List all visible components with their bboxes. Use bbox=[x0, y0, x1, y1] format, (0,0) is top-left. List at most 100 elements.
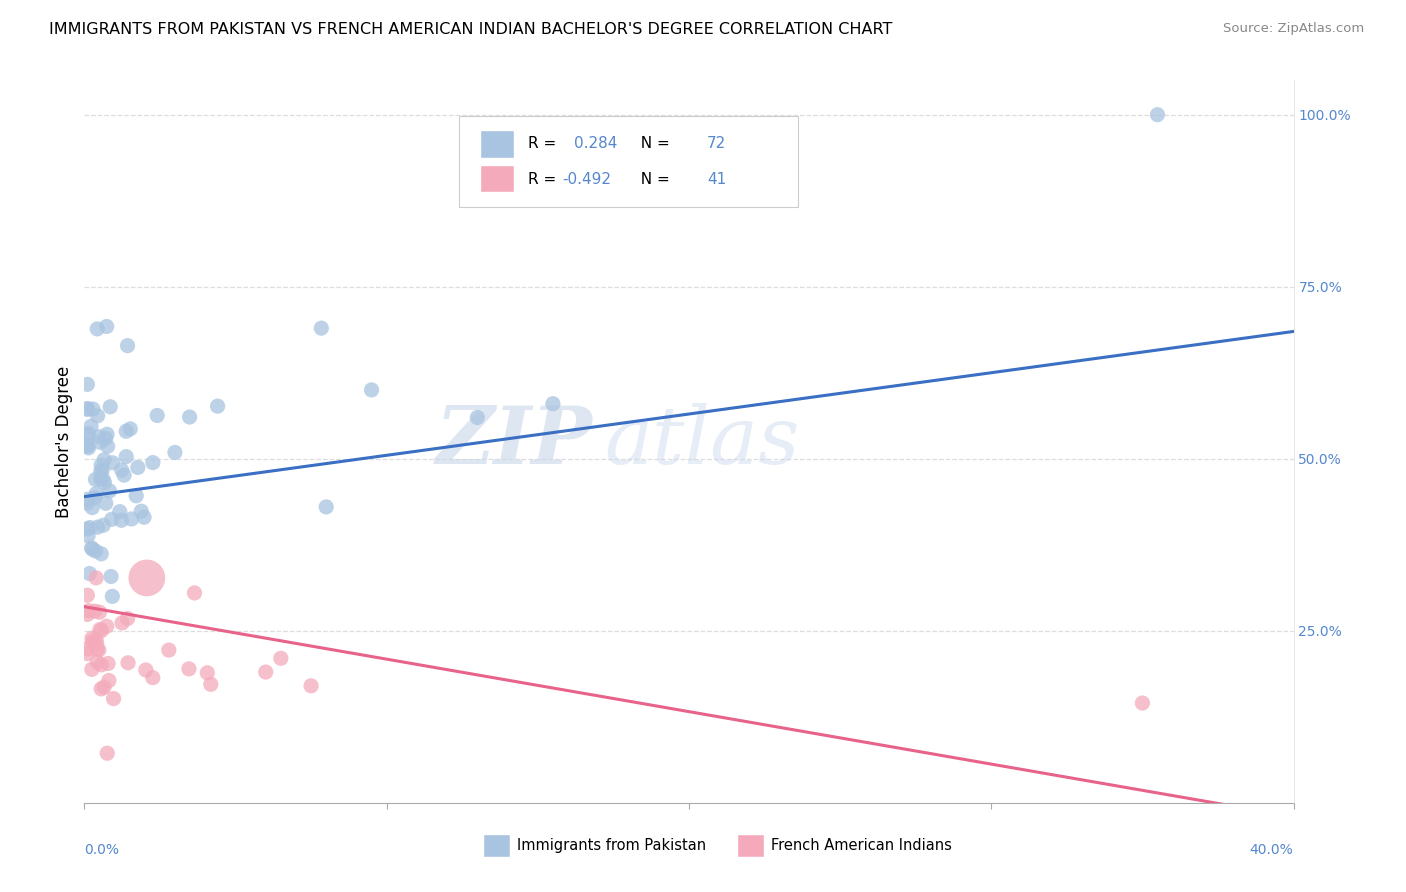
Point bbox=[467, 410, 489, 425]
Point bbox=[120, 422, 142, 436]
Point bbox=[76, 492, 98, 507]
Point bbox=[111, 615, 134, 630]
Point bbox=[83, 604, 105, 618]
Text: Source: ZipAtlas.com: Source: ZipAtlas.com bbox=[1223, 22, 1364, 36]
Point bbox=[76, 401, 98, 416]
Point bbox=[157, 643, 180, 657]
Point bbox=[142, 671, 165, 685]
Text: R =: R = bbox=[529, 172, 561, 186]
Point bbox=[90, 657, 112, 672]
Text: IMMIGRANTS FROM PAKISTAN VS FRENCH AMERICAN INDIAN BACHELOR'S DEGREE CORRELATION: IMMIGRANTS FROM PAKISTAN VS FRENCH AMERI… bbox=[49, 22, 893, 37]
Point bbox=[90, 458, 112, 472]
Text: N =: N = bbox=[631, 172, 675, 186]
Point bbox=[86, 642, 108, 657]
Point bbox=[254, 665, 277, 679]
Point bbox=[80, 541, 103, 555]
Point bbox=[86, 636, 108, 650]
Point bbox=[115, 450, 138, 464]
Point bbox=[76, 439, 98, 453]
Point bbox=[177, 662, 200, 676]
Point bbox=[76, 439, 98, 453]
Point bbox=[89, 605, 111, 619]
FancyBboxPatch shape bbox=[479, 130, 513, 158]
Point bbox=[101, 590, 124, 604]
Point bbox=[87, 643, 110, 657]
Point bbox=[96, 319, 118, 334]
Point bbox=[84, 486, 107, 500]
Point bbox=[135, 663, 157, 677]
Point bbox=[111, 463, 134, 477]
Point bbox=[1146, 108, 1168, 122]
FancyBboxPatch shape bbox=[479, 165, 513, 193]
Point bbox=[76, 641, 98, 656]
Point bbox=[84, 544, 107, 558]
Point bbox=[93, 475, 115, 490]
Point bbox=[76, 496, 98, 510]
Point bbox=[86, 655, 108, 669]
Point bbox=[183, 586, 205, 600]
Point bbox=[125, 489, 148, 503]
Text: ZIP: ZIP bbox=[436, 403, 592, 480]
Point bbox=[100, 569, 122, 583]
Point bbox=[77, 529, 100, 543]
Point bbox=[200, 677, 222, 691]
Point bbox=[91, 463, 114, 477]
Text: atlas: atlas bbox=[605, 403, 800, 480]
Point bbox=[82, 402, 104, 417]
Point bbox=[90, 624, 112, 638]
Point bbox=[80, 419, 103, 434]
Point bbox=[179, 410, 201, 425]
Point bbox=[86, 409, 108, 423]
Text: 72: 72 bbox=[707, 136, 727, 152]
Point bbox=[89, 435, 111, 450]
Point bbox=[90, 681, 112, 696]
Point bbox=[97, 673, 120, 688]
Point bbox=[127, 460, 149, 475]
Point bbox=[129, 504, 152, 518]
Point bbox=[360, 383, 382, 397]
Point bbox=[98, 400, 121, 414]
FancyBboxPatch shape bbox=[460, 117, 797, 207]
Point bbox=[110, 513, 132, 527]
Point bbox=[96, 619, 118, 633]
Point bbox=[90, 472, 112, 486]
Point bbox=[83, 491, 105, 505]
Point bbox=[76, 522, 98, 536]
Point bbox=[79, 566, 101, 581]
Point bbox=[87, 430, 110, 444]
Point bbox=[98, 483, 121, 498]
Point bbox=[77, 426, 100, 441]
Point bbox=[146, 409, 169, 423]
Point bbox=[96, 746, 118, 760]
Point bbox=[82, 500, 104, 515]
Point bbox=[311, 321, 333, 335]
Point bbox=[94, 496, 117, 510]
Point bbox=[91, 472, 114, 486]
Text: -0.492: -0.492 bbox=[562, 172, 612, 186]
FancyBboxPatch shape bbox=[484, 834, 510, 857]
Point bbox=[82, 634, 104, 648]
Point bbox=[84, 473, 107, 487]
FancyBboxPatch shape bbox=[737, 834, 763, 857]
Point bbox=[117, 656, 139, 670]
Point bbox=[76, 402, 98, 417]
Point bbox=[80, 631, 103, 645]
Text: French American Indians: French American Indians bbox=[770, 838, 952, 853]
Point bbox=[94, 432, 117, 446]
Text: 0.0%: 0.0% bbox=[84, 843, 120, 856]
Point bbox=[103, 691, 125, 706]
Point bbox=[112, 468, 135, 483]
Text: N =: N = bbox=[631, 136, 675, 152]
Y-axis label: Bachelor's Degree: Bachelor's Degree bbox=[55, 366, 73, 517]
Point bbox=[117, 339, 139, 353]
Point bbox=[93, 680, 115, 694]
Point bbox=[97, 657, 120, 671]
Point bbox=[142, 456, 165, 470]
Point bbox=[121, 512, 143, 526]
Point bbox=[76, 428, 98, 442]
Point bbox=[1130, 696, 1153, 710]
Point bbox=[76, 588, 98, 602]
Point bbox=[96, 427, 118, 442]
Point bbox=[90, 547, 112, 561]
Point bbox=[115, 424, 138, 438]
